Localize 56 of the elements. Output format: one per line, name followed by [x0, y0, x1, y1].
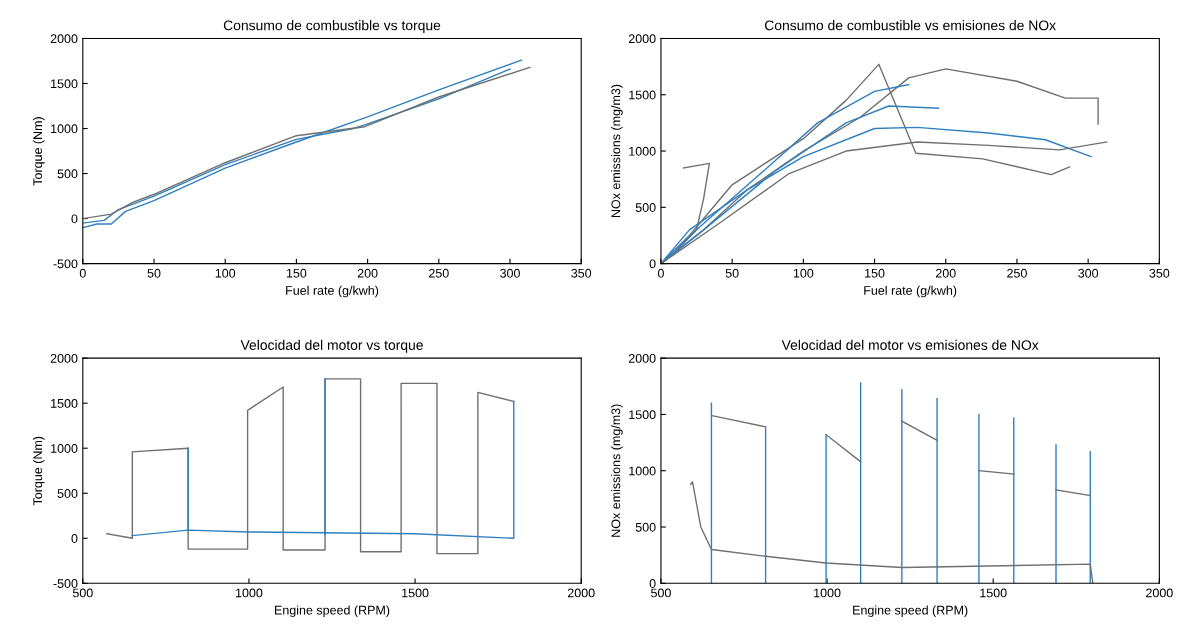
- y-tick-label: 1500: [629, 410, 656, 420]
- x-tick-label: 0: [79, 268, 86, 278]
- x-tick-label: 150: [286, 268, 307, 278]
- x-axis-title: Fuel rate (g/kwh): [286, 285, 379, 298]
- x-tick-label: 300: [500, 268, 520, 278]
- y-tick-label: 0: [649, 259, 656, 269]
- x-tick-label: 50: [725, 268, 739, 278]
- y-tick-label: 500: [635, 522, 656, 532]
- x-tick-label: 350: [571, 268, 592, 278]
- x-tick-label: 2000: [567, 588, 595, 598]
- y-tick-label: 2000: [50, 34, 78, 44]
- y-tick-label: 1000: [51, 444, 78, 453]
- x-axis-title: Engine speed (RPM): [853, 605, 968, 618]
- x-tick-label: 100: [215, 268, 236, 278]
- x-axis-title: Fuel rate (g/kwh): [864, 285, 957, 298]
- chart-title: Consumo de combustible vs emisiones de NOx: [764, 20, 1056, 31]
- y-axis-title: NOx emissions (mg/m3): [611, 404, 623, 537]
- y-tick-label: -500: [53, 259, 78, 269]
- y-tick-label: -500: [53, 579, 78, 588]
- y-axis-title: Torque (Nm): [32, 436, 45, 506]
- x-tick-label: 250: [1007, 268, 1027, 278]
- chart-title: Velocidad del motor vs emisiones de NOx: [781, 339, 1039, 350]
- y-tick-label: 0: [71, 214, 78, 224]
- y-tick-label: 500: [57, 169, 78, 179]
- x-axis-title: Engine speed (RPM): [275, 605, 390, 618]
- x-tick-label: 50: [147, 268, 161, 278]
- y-tick-label: 2000: [50, 353, 78, 363]
- y-tick-label: 500: [57, 489, 78, 498]
- x-tick-label: 0: [657, 268, 664, 278]
- chart-title: Consumo de combustible vs torque: [223, 20, 441, 34]
- x-tick-label: 2000: [1146, 588, 1173, 598]
- x-tick-label: 1000: [814, 588, 841, 598]
- y-tick-label: 1500: [51, 79, 78, 89]
- y-axis-title: Torque (Nm): [32, 117, 45, 186]
- y-tick-label: 500: [635, 203, 656, 212]
- x-tick-label: 200: [935, 268, 956, 278]
- x-tick-label: 100: [793, 268, 814, 278]
- y-tick-label: 0: [71, 534, 78, 543]
- chart-title: Velocidad del motor vs torque: [240, 339, 423, 353]
- y-tick-label: 1000: [629, 466, 656, 476]
- x-tick-label: 350: [1149, 268, 1170, 278]
- x-tick-label: 200: [357, 268, 378, 278]
- x-tick-label: 300: [1078, 268, 1099, 278]
- x-tick-label: 1500: [980, 588, 1007, 598]
- y-tick-label: 1500: [629, 90, 656, 100]
- y-tick-label: 2000: [628, 34, 656, 44]
- x-tick-label: 250: [429, 268, 449, 278]
- y-tick-label: 0: [649, 579, 656, 588]
- y-tick-label: 1000: [51, 124, 78, 134]
- x-tick-label: 1500: [402, 588, 429, 598]
- x-tick-label: 1000: [235, 588, 263, 598]
- y-tick-label: 1000: [629, 146, 656, 156]
- y-tick-label: 1500: [51, 399, 78, 408]
- x-tick-label: 150: [865, 268, 885, 278]
- y-tick-label: 2000: [628, 353, 656, 363]
- y-axis-title: NOx emissions (mg/m3): [611, 84, 623, 218]
